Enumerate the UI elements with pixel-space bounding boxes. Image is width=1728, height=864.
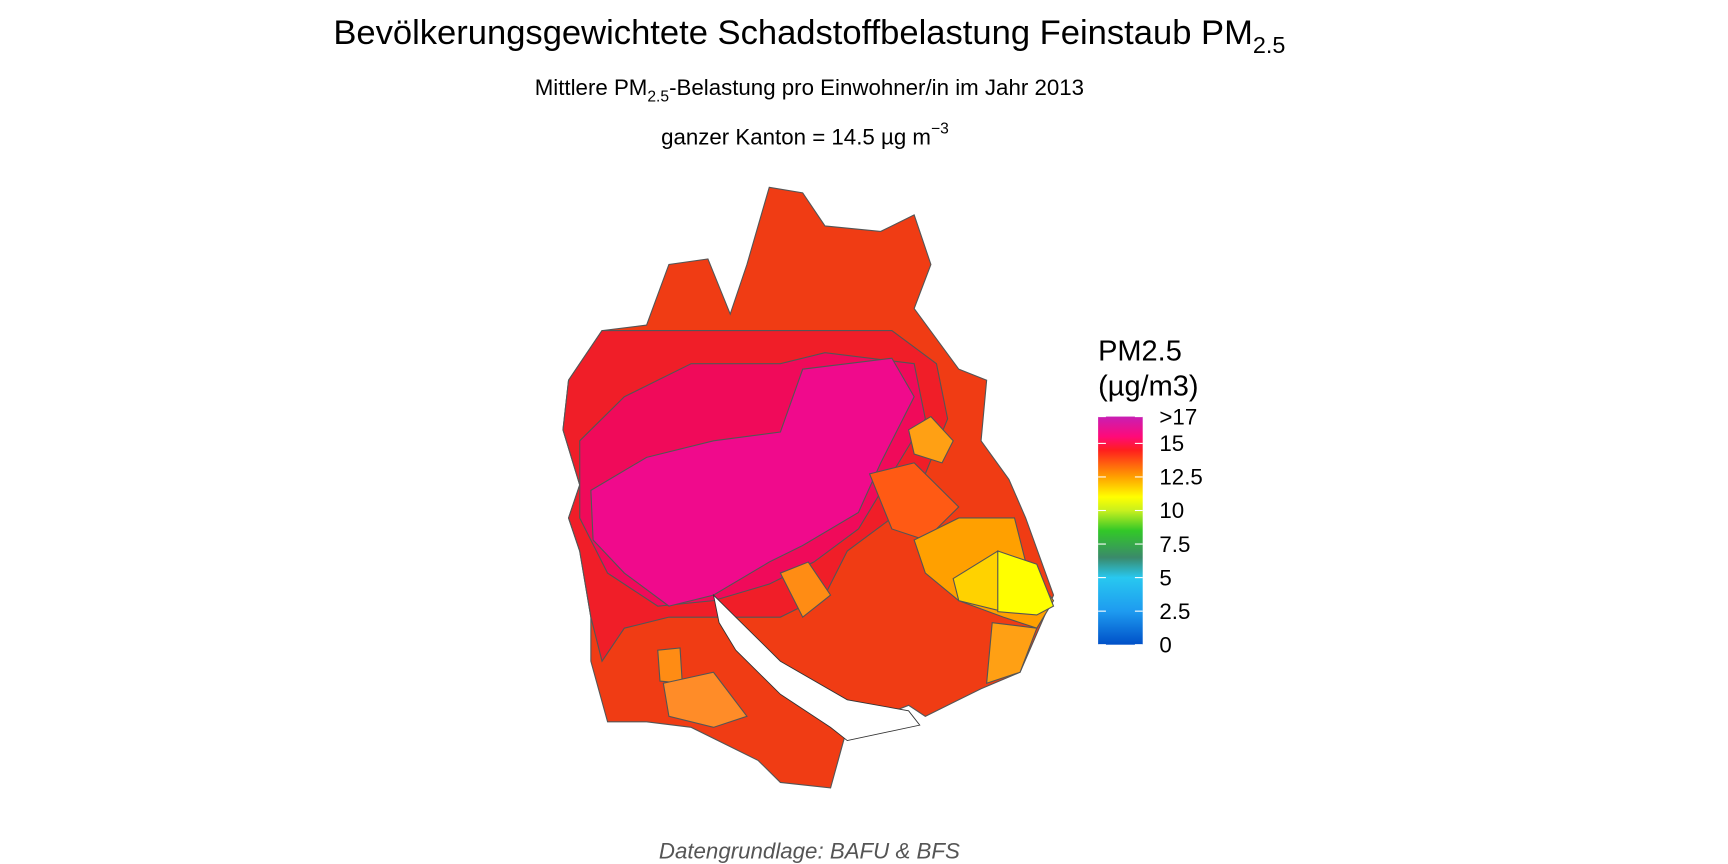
region xyxy=(662,671,748,728)
region xyxy=(985,622,1038,685)
title-subscript: 2.5 xyxy=(1253,32,1286,58)
subtitle-subscript: 2.5 xyxy=(647,88,669,105)
summary: ganzer Kanton = 14.5 µg m−3 xyxy=(661,120,949,149)
region xyxy=(997,550,1055,616)
subtitle-text: -Belastung pro Einwohner/in im Jahr 2013 xyxy=(669,75,1084,100)
legend-tick-label: 15 xyxy=(1159,431,1184,456)
subtitle: Mittlere PM2.5-Belastung pro Einwohner/i… xyxy=(535,75,1084,105)
region xyxy=(907,415,954,464)
lake xyxy=(712,593,921,742)
title: Bevölkerungsgewichtete Schadstoffbelastu… xyxy=(333,14,1285,58)
region xyxy=(868,462,960,541)
caption: Datengrundlage: BAFU & BFS xyxy=(659,839,960,864)
legend-tick-label: 10 xyxy=(1159,498,1184,523)
region xyxy=(779,561,832,618)
legend-tick-label: >17 xyxy=(1159,404,1197,429)
title-text: Bevölkerungsgewichtete Schadstoffbelastu… xyxy=(333,14,1253,52)
region xyxy=(657,647,683,684)
legend-title: PM2.5 xyxy=(1098,336,1182,368)
legend-tick-label: 5 xyxy=(1159,565,1171,590)
canton-map xyxy=(562,186,1055,789)
summary-superscript: −3 xyxy=(931,120,949,137)
subtitle-text: Mittlere PM xyxy=(535,75,648,100)
legend-tick-label: 12.5 xyxy=(1159,465,1202,490)
colorbar xyxy=(1098,416,1143,645)
legend-tick-label: 2.5 xyxy=(1159,599,1190,624)
legend-tick-label: 0 xyxy=(1159,633,1171,658)
summary-text: ganzer Kanton = 14.5 µg m xyxy=(661,124,931,149)
region xyxy=(590,357,915,607)
legend-title: (µg/m3) xyxy=(1098,371,1198,403)
legend-tick-label: 7.5 xyxy=(1159,532,1190,557)
